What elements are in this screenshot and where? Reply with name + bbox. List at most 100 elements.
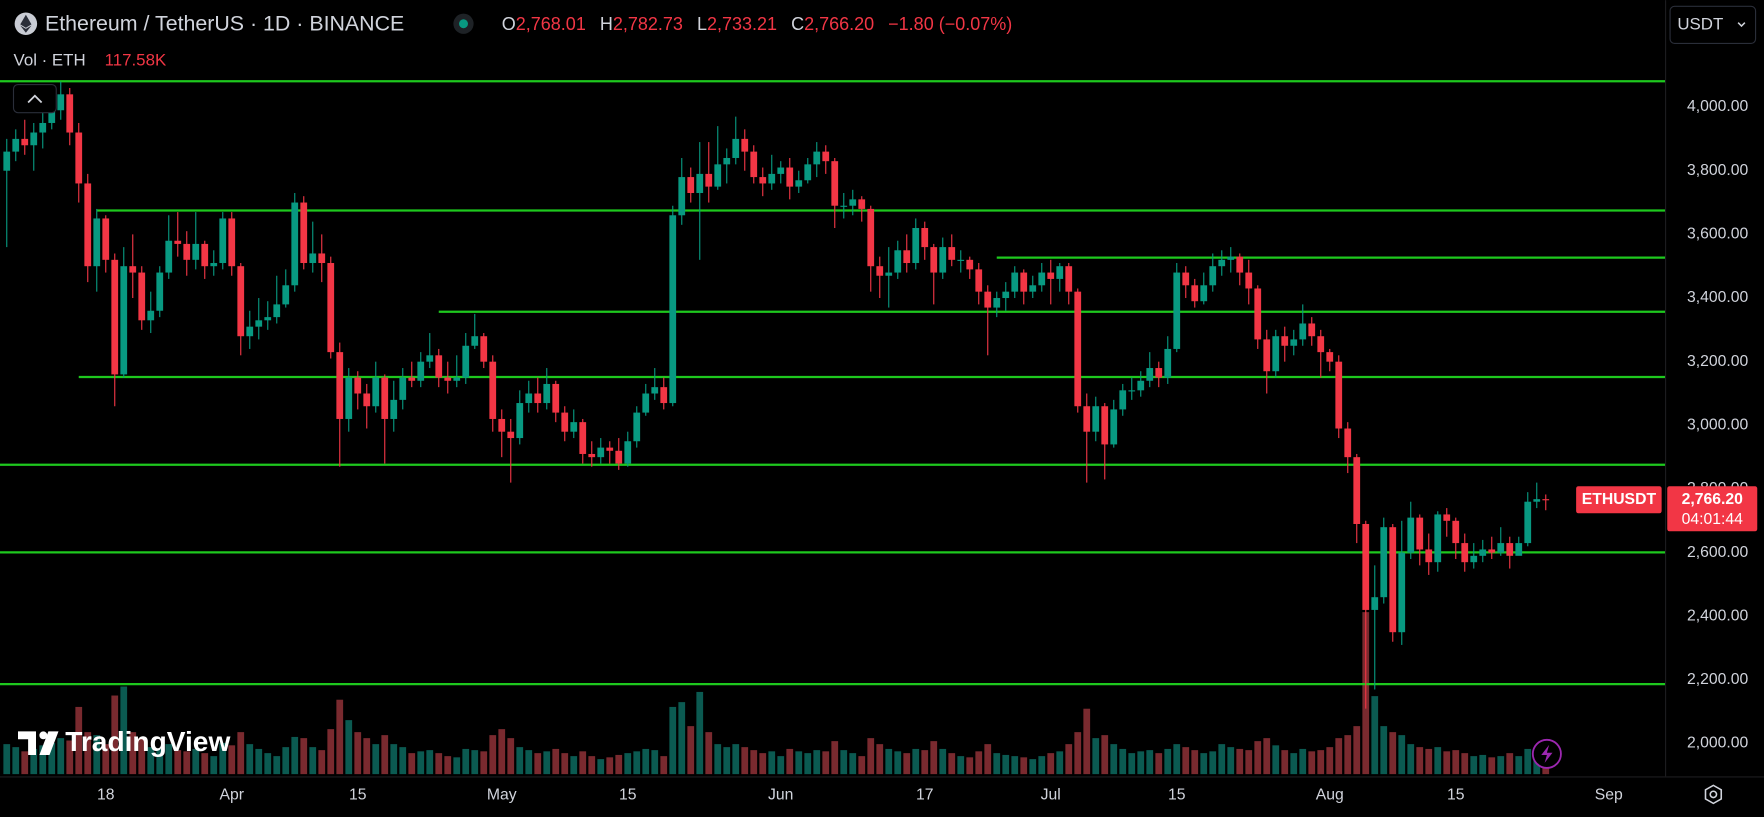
candle-body (858, 199, 866, 209)
volume-bar (543, 751, 551, 775)
symbol-logo (14, 12, 38, 35)
candle-body (219, 218, 227, 264)
candle-body (714, 164, 722, 187)
candle-body (165, 240, 173, 273)
volume-label: Vol · ETH (14, 50, 86, 69)
volume-bar (1254, 741, 1262, 775)
volume-bar (102, 744, 110, 775)
candle-body (606, 447, 614, 451)
candle-body (660, 387, 668, 404)
x-tick-label: 17 (916, 787, 934, 804)
collapse-button[interactable] (12, 83, 57, 114)
volume-bar (1263, 738, 1271, 775)
x-tick-label: 15 (619, 787, 637, 804)
volume-bar (966, 757, 974, 775)
volume-bar (156, 748, 164, 775)
candle-body (615, 450, 623, 464)
candle-body (1272, 336, 1280, 372)
volume-bar (1506, 753, 1514, 775)
candle-body (1218, 259, 1226, 267)
candle-body (903, 250, 911, 264)
candle-body (336, 352, 344, 419)
candle-body (1470, 555, 1478, 563)
candle-body (111, 259, 119, 375)
candle-body (345, 377, 353, 419)
symbol-tag-bg (1576, 486, 1662, 514)
candle-body (1416, 517, 1424, 550)
volume-bar (1488, 757, 1496, 775)
candle-body (912, 228, 920, 264)
volume-bar (1407, 744, 1415, 775)
candle-body (435, 355, 443, 378)
candle-body (48, 110, 56, 123)
volume-bar (498, 729, 506, 775)
candle-body (1020, 272, 1028, 292)
volume-bar (444, 756, 452, 775)
volume-bar (705, 732, 713, 775)
x-tick-label: Apr (219, 787, 244, 804)
candle-body (795, 180, 803, 187)
y-tick-label: 3,600.00 (1687, 226, 1749, 243)
volume-bar (750, 750, 758, 775)
candle-body (1155, 368, 1163, 378)
settings-button[interactable] (1704, 784, 1723, 805)
lightning-button[interactable] (1531, 738, 1562, 769)
candle-body (1236, 256, 1244, 273)
y-tick-label: 3,000.00 (1687, 416, 1749, 433)
currency-dropdown[interactable]: USDT (1669, 5, 1757, 44)
volume-bar (516, 747, 524, 775)
volume-bar (291, 736, 299, 775)
candle-body (273, 304, 281, 318)
volume-bar (777, 756, 785, 775)
volume-bar (480, 751, 488, 775)
volume-bar (642, 748, 650, 775)
volume-bar (1542, 767, 1550, 775)
candle-body (309, 253, 317, 264)
candle-body (1524, 501, 1532, 544)
candle-body (381, 377, 389, 419)
volume-bar (93, 735, 101, 775)
candle-body (894, 250, 902, 273)
candle-body (831, 161, 839, 206)
candle-body (1182, 272, 1190, 286)
candle-body (1128, 390, 1136, 392)
candle-body (642, 393, 650, 413)
volume-bar (903, 753, 911, 775)
volume-bar (507, 738, 515, 775)
currency-label: USDT (1677, 14, 1723, 33)
candle-body (354, 377, 362, 394)
volume-bar (1020, 757, 1028, 775)
candle-body (1362, 523, 1370, 610)
candle-body (102, 218, 110, 260)
volume-bar (327, 729, 335, 775)
candle-body (408, 377, 416, 381)
volume-bar (669, 706, 677, 775)
countdown: 04:01:44 (1682, 511, 1744, 528)
volume-bar (1083, 708, 1091, 775)
candle-body (228, 218, 236, 267)
volume-bar (957, 756, 965, 775)
candle-body (885, 272, 893, 276)
brand-name: TradingView (65, 726, 230, 757)
volume-bar (1218, 744, 1226, 775)
candle-body (129, 266, 137, 273)
volume-bar (1191, 750, 1199, 775)
volume-bar (1443, 751, 1451, 775)
candle-body (597, 447, 605, 458)
volume-bar (147, 747, 155, 775)
volume-bar (588, 756, 596, 775)
volume-bar (399, 747, 407, 775)
candle-body (417, 361, 425, 381)
candle-body (1335, 361, 1343, 429)
candle-body (570, 422, 578, 432)
candle-body (3, 151, 11, 171)
volume-bar (570, 756, 578, 775)
volume-bar (1308, 751, 1316, 775)
volume-bar (48, 742, 56, 775)
volume-bar (246, 744, 254, 775)
volume-bar (1461, 753, 1469, 775)
candle-body (993, 298, 1001, 308)
candle-body (1425, 549, 1433, 563)
volume-bar (939, 748, 947, 775)
volume-bar (165, 744, 173, 775)
